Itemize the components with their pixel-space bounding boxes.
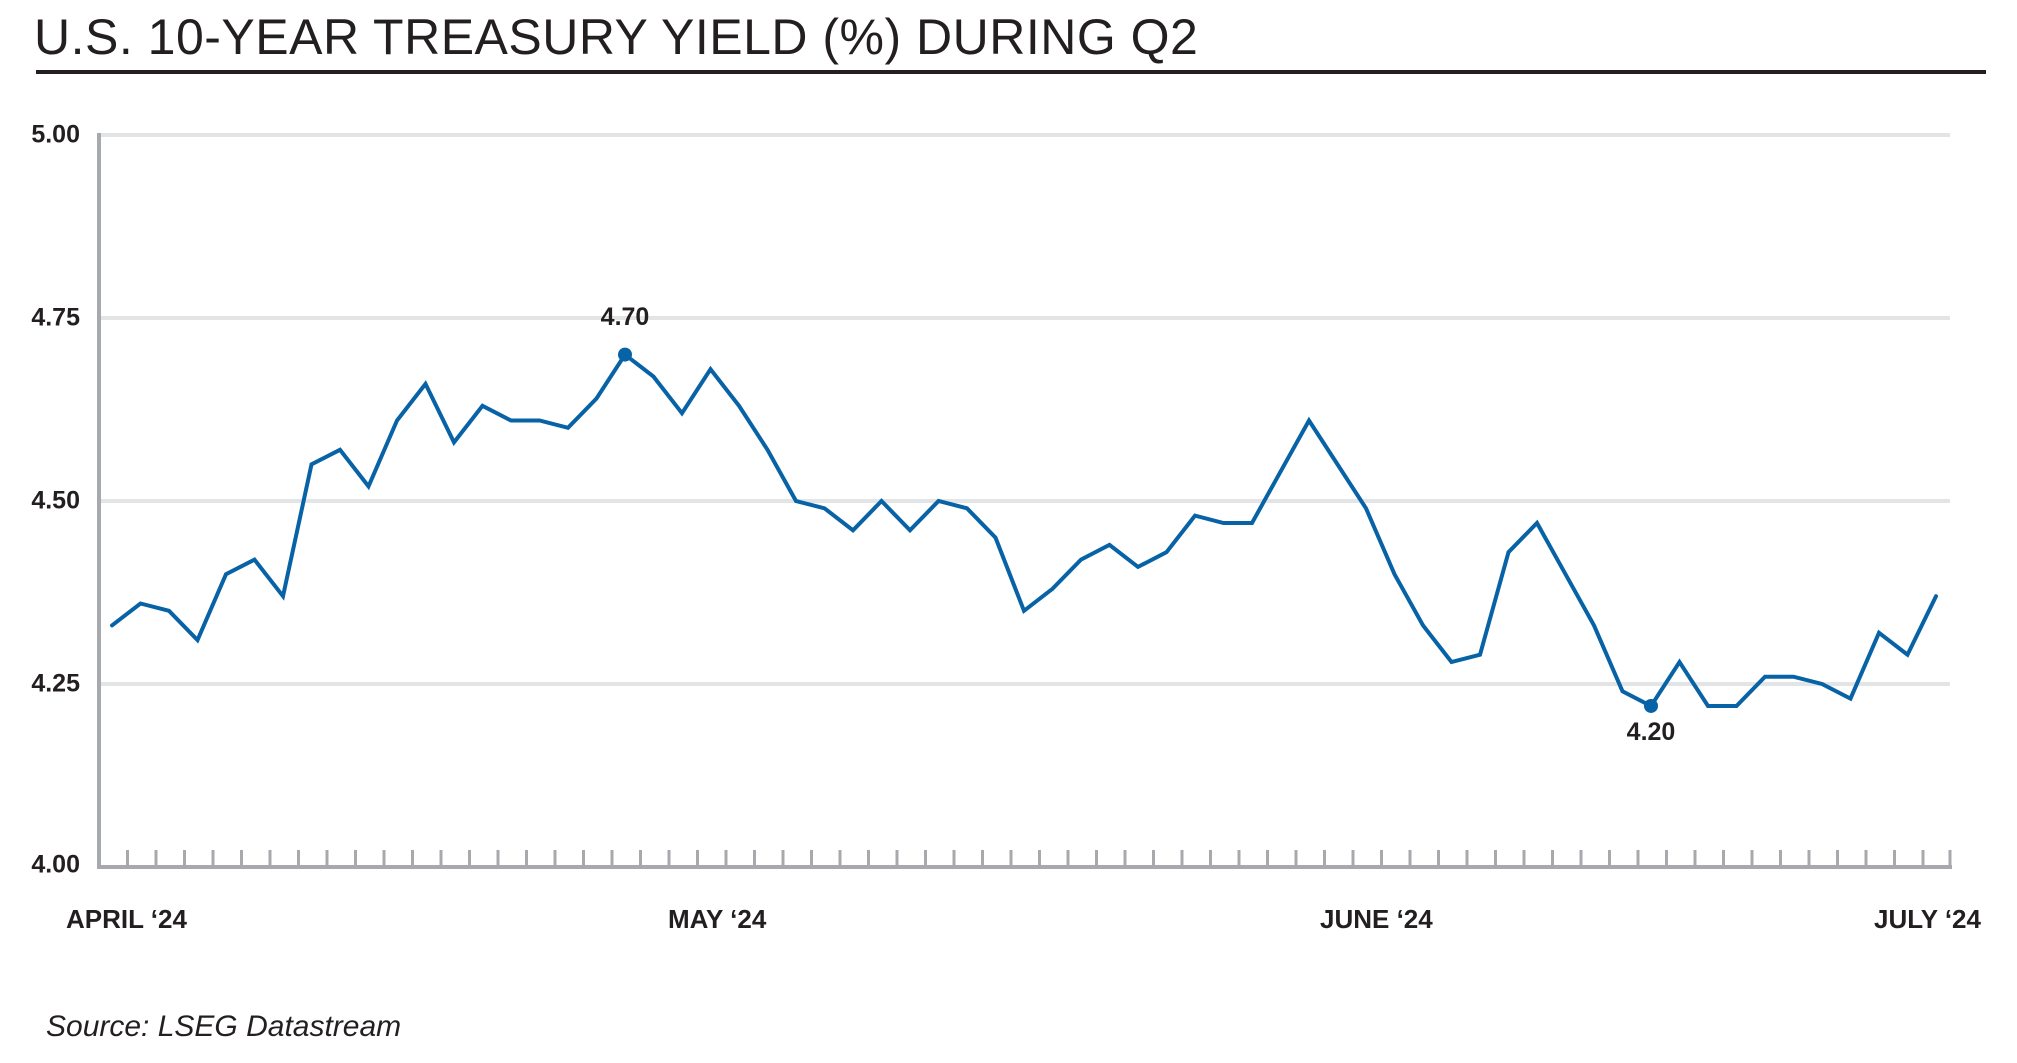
x-tick-label-june: JUNE ‘24 xyxy=(1320,904,1433,934)
x-tick-label-april: APRIL ‘24 xyxy=(66,904,187,934)
axes xyxy=(97,133,1952,869)
low-point-marker xyxy=(1644,698,1658,713)
high-value-annotation: 4.70 xyxy=(600,302,650,331)
x-tick-label-may: MAY ‘24 xyxy=(668,904,767,934)
title-rule xyxy=(36,70,1986,74)
source-note: Source: LSEG Datastream xyxy=(46,1010,402,1043)
gridlines xyxy=(101,133,1950,686)
y-tick-label: 4.25 xyxy=(31,669,80,698)
low-value-annotation: 4.20 xyxy=(1626,717,1676,746)
y-tick-label: 4.50 xyxy=(31,486,80,515)
chart-title: U.S. 10-YEAR TREASURY YIELD (%) DURING Q… xyxy=(34,9,1199,65)
y-tick-label: 5.00 xyxy=(31,120,80,149)
high-point-marker xyxy=(618,347,632,362)
y-tick-label: 4.00 xyxy=(31,850,80,879)
yield-line xyxy=(110,351,1938,709)
data-series xyxy=(110,347,1938,713)
x-tick-label-july: JULY ‘24 xyxy=(1874,904,1981,934)
y-tick-label: 4.75 xyxy=(31,303,80,332)
